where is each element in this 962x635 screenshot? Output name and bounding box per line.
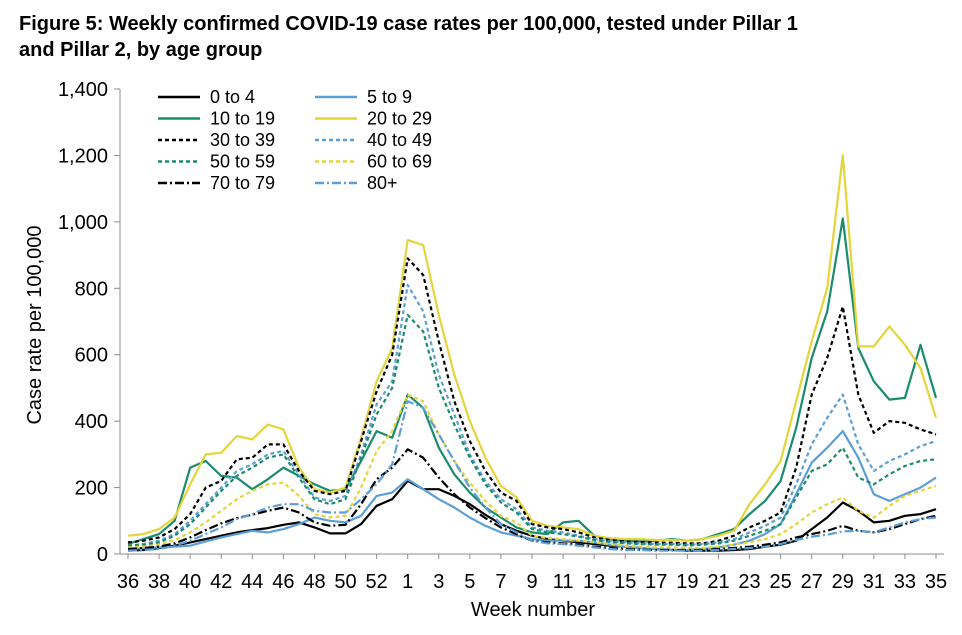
x-tick-label: 27 bbox=[801, 571, 823, 593]
y-tick-label: 200 bbox=[75, 478, 108, 500]
x-tick-label: 50 bbox=[334, 571, 356, 593]
legend-label-20-to-29: 20 to 29 bbox=[367, 109, 432, 129]
x-tick-label: 29 bbox=[832, 571, 854, 593]
x-tick-label: 44 bbox=[241, 571, 263, 593]
x-axis-label: Week number bbox=[471, 599, 595, 621]
y-tick-label: 400 bbox=[75, 411, 108, 433]
x-tick-label: 52 bbox=[365, 571, 387, 593]
x-tick-label: 25 bbox=[769, 571, 791, 593]
x-axis-ticks: 36 38 40 42 44 46 48 50 52 1 3 5 7 9 11 13 15 17 19 21 23 25 2… bbox=[117, 554, 947, 593]
legend-label-60-to-69: 60 to 69 bbox=[367, 152, 432, 172]
x-tick-label: 33 bbox=[894, 571, 916, 593]
legend-label-30-to-39: 30 to 39 bbox=[210, 130, 275, 150]
y-axis-ticks: 0 200 400 600 800 1,000 1,200 1,400 bbox=[58, 79, 120, 566]
series-line-80plus bbox=[127, 400, 937, 552]
x-tick-label: 48 bbox=[303, 571, 325, 593]
x-tick-label: 19 bbox=[676, 571, 698, 593]
x-tick-label: 1 bbox=[402, 571, 413, 593]
y-axis-label: Case rate per 100,000 bbox=[24, 225, 46, 424]
x-tick-label: 21 bbox=[707, 571, 729, 593]
y-tick-label: 1,400 bbox=[58, 79, 108, 101]
legend-label-70-to-79: 70 to 79 bbox=[210, 173, 275, 193]
x-tick-label: 5 bbox=[464, 571, 475, 593]
x-tick-label: 42 bbox=[210, 571, 232, 593]
x-tick-label: 40 bbox=[179, 571, 201, 593]
legend-label-50-to-59: 50 to 59 bbox=[210, 152, 275, 172]
x-tick-label: 11 bbox=[553, 571, 574, 593]
y-tick-label: 800 bbox=[75, 278, 108, 300]
legend-label-40-to-49: 40 to 49 bbox=[367, 130, 432, 150]
legend-label-80plus: 80+ bbox=[367, 173, 398, 193]
series-line-20-to-29 bbox=[127, 154, 938, 542]
y-tick-label: 1,200 bbox=[58, 145, 108, 167]
x-tick-label: 3 bbox=[433, 571, 444, 593]
legend-label-0-to-4: 0 to 4 bbox=[210, 87, 255, 107]
chart-title: Figure 5: Weekly confirmed COVID-19 case… bbox=[19, 11, 939, 63]
x-tick-label: 38 bbox=[148, 571, 170, 593]
series-line-5-to-9 bbox=[127, 430, 937, 552]
series-line-10-to-19 bbox=[127, 217, 938, 546]
y-tick-label: 1,000 bbox=[58, 212, 108, 234]
x-tick-label: 17 bbox=[645, 571, 667, 593]
legend-label-5-to-9: 5 to 9 bbox=[367, 87, 412, 107]
x-tick-label: 35 bbox=[925, 571, 947, 593]
series-line-50-to-59 bbox=[127, 313, 937, 547]
y-tick-label: 600 bbox=[75, 345, 108, 367]
x-tick-label: 15 bbox=[614, 571, 636, 593]
chart-title-line-1: Figure 5: Weekly confirmed COVID-19 case… bbox=[19, 13, 798, 35]
x-tick-label: 7 bbox=[495, 571, 506, 593]
legend: 0 to 4 5 to 9 10 to 19 20 to 29 30 to 39 40 t… bbox=[158, 87, 432, 193]
x-tick-label: 23 bbox=[738, 571, 760, 593]
series-line-40-to-49 bbox=[127, 283, 937, 547]
x-tick-label: 9 bbox=[526, 571, 537, 593]
x-tick-label: 13 bbox=[583, 571, 605, 593]
series-line-60-to-69 bbox=[127, 393, 937, 550]
chart-title-line-2: and Pillar 2, by age group bbox=[19, 39, 263, 61]
x-tick-label: 31 bbox=[863, 571, 885, 593]
series-lines bbox=[127, 154, 938, 552]
y-tick-label: 0 bbox=[97, 544, 108, 566]
legend-label-10-to-19: 10 to 19 bbox=[210, 109, 275, 129]
x-tick-label: 46 bbox=[272, 571, 294, 593]
series-line-30-to-39 bbox=[127, 257, 937, 545]
x-tick-label: 36 bbox=[117, 571, 139, 593]
